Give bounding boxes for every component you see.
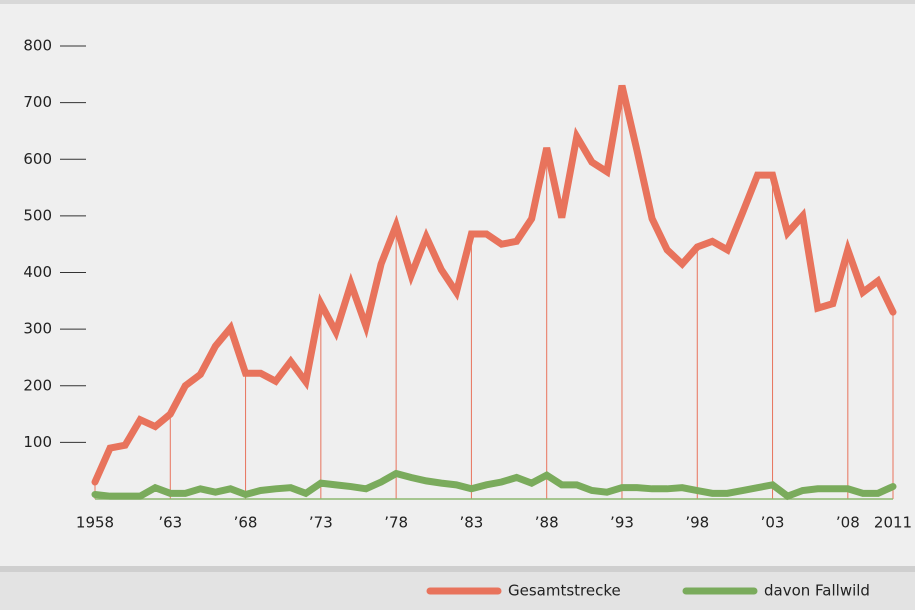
x-tick-label: ’88 xyxy=(535,514,559,532)
legend-label: Gesamtstrecke xyxy=(508,582,621,600)
chart: 100 200 300 400 500 600 700 800 1958 ’63 ’68 ’73 ’78… xyxy=(0,0,915,610)
legend-divider xyxy=(0,566,915,572)
x-tick-label: ’03 xyxy=(761,514,785,532)
y-tick-label: 500 xyxy=(23,206,52,224)
y-tick-label: 700 xyxy=(23,93,52,111)
top-band xyxy=(0,0,915,4)
legend-label: davon Fallwild xyxy=(764,582,870,600)
y-tick-label: 300 xyxy=(23,320,52,338)
y-tick-label: 600 xyxy=(23,150,52,168)
x-tick-label: ’68 xyxy=(234,514,258,532)
page: {"chart_data": {"type": "line", "x": [19… xyxy=(0,0,915,610)
y-tick-label: 800 xyxy=(23,37,52,55)
y-tick-label: 100 xyxy=(23,433,52,451)
x-tick-label: ’93 xyxy=(610,514,634,532)
x-tick-label: ’08 xyxy=(836,514,860,532)
x-tick-label: ’73 xyxy=(309,514,333,532)
x-tick-label: ’78 xyxy=(384,514,408,532)
x-tick-label: 1958 xyxy=(76,514,114,532)
x-tick-label: 2011 xyxy=(874,514,912,532)
x-tick-label: ’98 xyxy=(685,514,709,532)
y-tick-label: 200 xyxy=(23,376,52,394)
y-tick-label: 400 xyxy=(23,263,52,281)
x-tick-label: ’63 xyxy=(158,514,182,532)
x-tick-label: ’83 xyxy=(459,514,483,532)
